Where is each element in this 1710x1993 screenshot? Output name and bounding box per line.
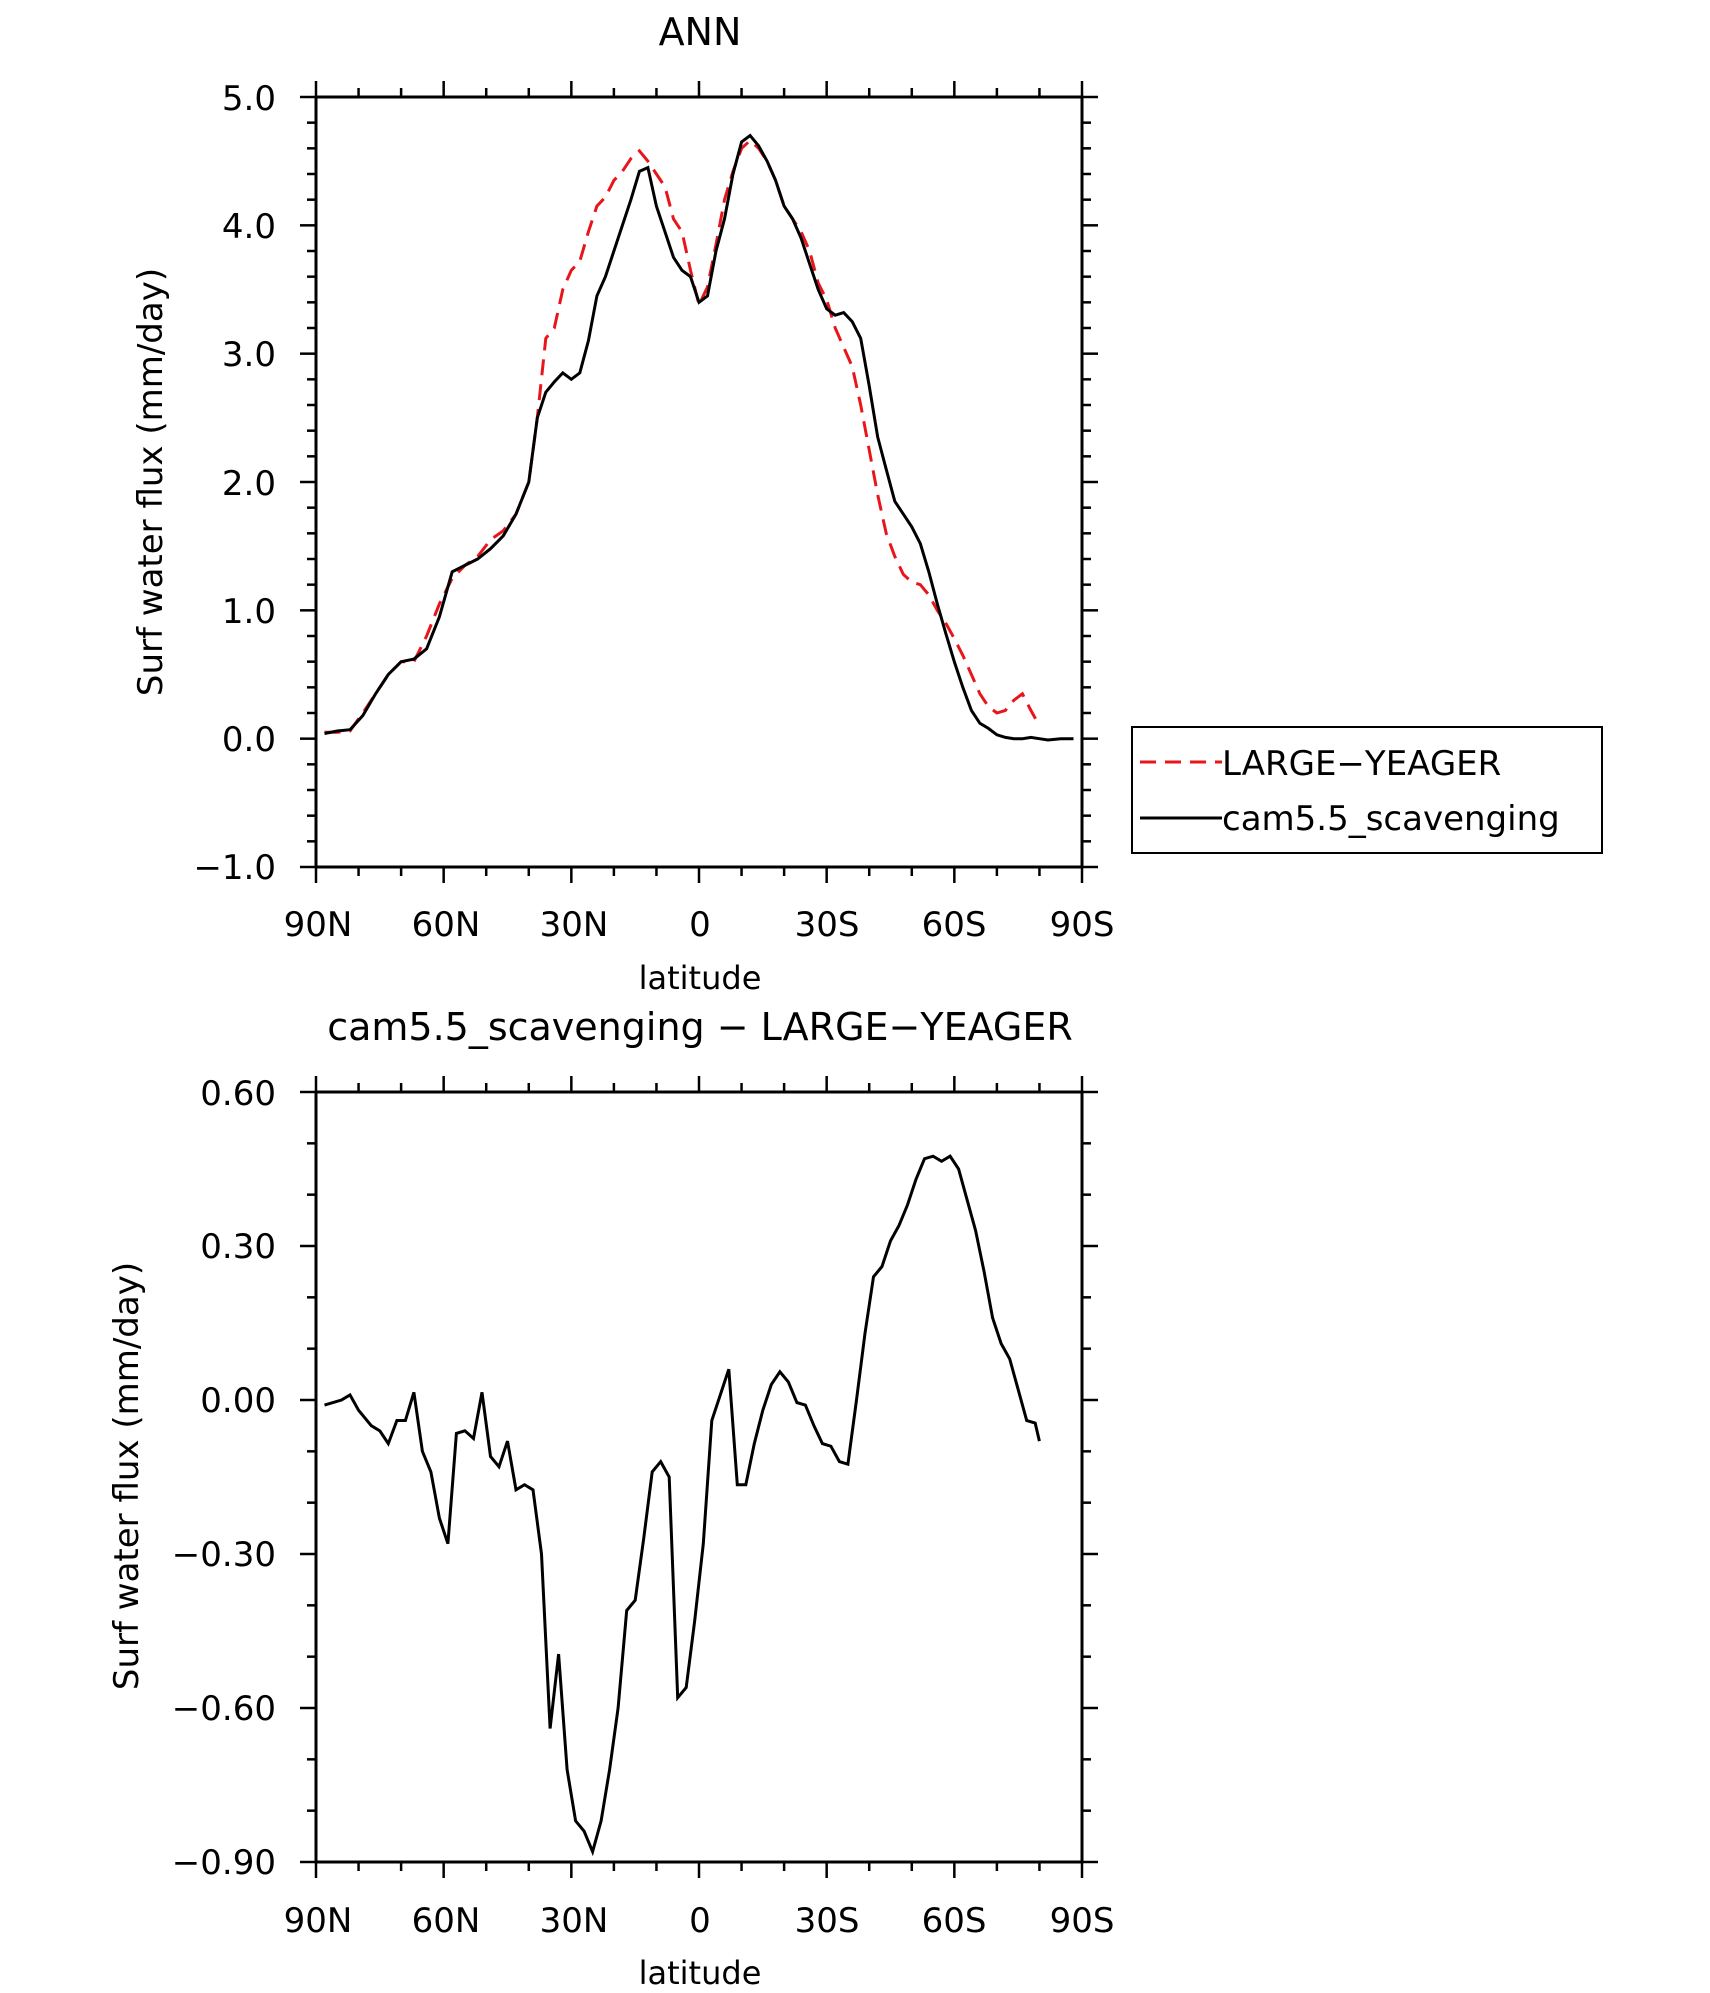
legend-label: cam5.5_scavenging <box>1222 799 1560 839</box>
y-axis-label: Surf water flux (mm/day) <box>107 1262 147 1690</box>
y-tick-label: −0.60 <box>172 1689 276 1729</box>
y-tick-label: −0.90 <box>172 1843 276 1883</box>
x-tick-label: 0 <box>689 1901 711 1941</box>
x-tick-label: 30N <box>540 1901 609 1941</box>
x-tick-label: 60N <box>412 905 481 945</box>
chart-difference: cam5.5_scavenging − LARGE−YEAGER −0.90 −… <box>107 1005 1114 1992</box>
tick-marks <box>300 1076 1098 1878</box>
chart-annual: ANN −1.0 0.0 1.0 2.0 3.0 4.0 5.0 90N 60N… <box>131 10 1603 997</box>
x-axis-label: latitude <box>639 959 762 997</box>
y-tick-label: 3.0 <box>222 335 276 375</box>
x-tick-label: 90S <box>1050 905 1115 945</box>
y-tick-label: 0.0 <box>222 720 276 760</box>
series-line-cam5-5-scavenging <box>324 133 1074 742</box>
x-tick-label: 90S <box>1050 1901 1115 1941</box>
y-tick-label: 4.0 <box>222 207 276 247</box>
x-tick-label: 60S <box>922 1901 987 1941</box>
chart-title: ANN <box>659 10 742 54</box>
chart-title: cam5.5_scavenging − LARGE−YEAGER <box>327 1005 1073 1049</box>
x-tick-label: 0 <box>689 905 711 945</box>
x-tick-label: 60S <box>922 905 987 945</box>
y-tick-label: 0.00 <box>200 1381 276 1421</box>
x-tick-label: 30S <box>795 1901 860 1941</box>
y-tick-label: −0.30 <box>172 1535 276 1575</box>
legend: LARGE−YEAGER cam5.5_scavenging <box>1131 726 1603 854</box>
y-tick-label: 0.30 <box>200 1227 276 1267</box>
y-tick-label: 0.60 <box>200 1074 276 1114</box>
x-tick-label: 60N <box>412 1901 481 1941</box>
tick-marks <box>300 81 1098 883</box>
x-tick-label: 90N <box>284 1901 353 1941</box>
x-tick-label: 90N <box>284 905 353 945</box>
series-line-large-yeager <box>324 138 1041 734</box>
x-tick-label: 30S <box>795 905 860 945</box>
y-tick-label: 2.0 <box>222 464 276 504</box>
y-axis-label: Surf water flux (mm/day) <box>131 268 171 696</box>
legend-label: LARGE−YEAGER <box>1222 744 1501 784</box>
x-tick-label: 30N <box>540 905 609 945</box>
y-tick-label: −1.0 <box>193 848 276 888</box>
x-tick-labels: 90N 60N 30N 0 30S 60S 90S <box>284 905 1115 945</box>
series-line-difference <box>324 1154 1041 1857</box>
legend-box <box>1131 726 1603 854</box>
y-tick-label: 5.0 <box>222 79 276 119</box>
y-tick-label: 1.0 <box>222 592 276 632</box>
x-tick-labels: 90N 60N 30N 0 30S 60S 90S <box>284 1901 1115 1941</box>
y-tick-labels: −0.90 −0.60 −0.30 0.00 0.30 0.60 <box>172 1074 276 1883</box>
plot-frame <box>314 95 1084 869</box>
y-tick-labels: −1.0 0.0 1.0 2.0 3.0 4.0 5.0 <box>193 79 276 888</box>
x-axis-label: latitude <box>639 1954 762 1992</box>
